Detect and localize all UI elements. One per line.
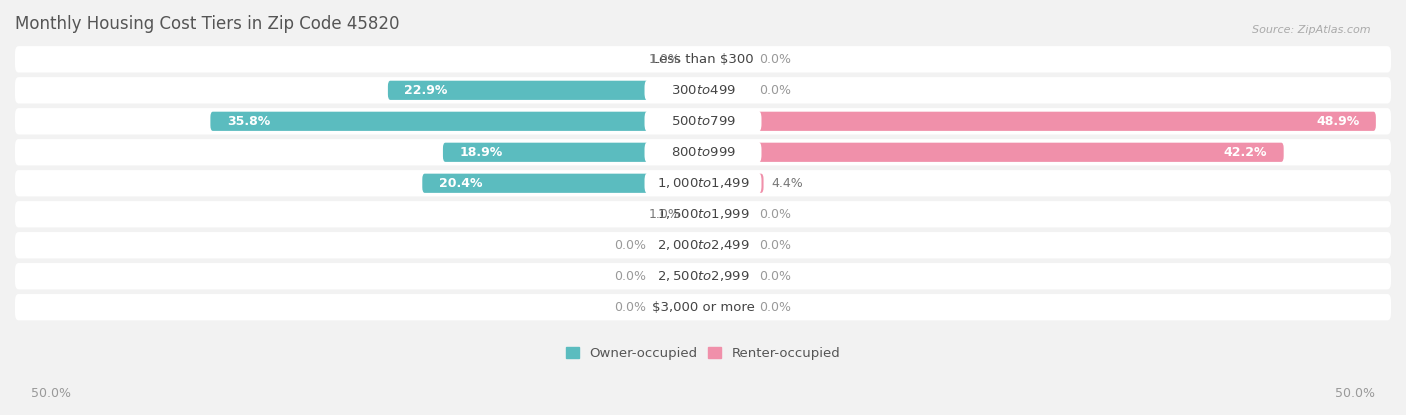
- Text: $1,000 to $1,499: $1,000 to $1,499: [657, 176, 749, 190]
- Text: 42.2%: 42.2%: [1223, 146, 1267, 159]
- Text: 1.0%: 1.0%: [650, 53, 681, 66]
- Text: Source: ZipAtlas.com: Source: ZipAtlas.com: [1253, 25, 1371, 35]
- FancyBboxPatch shape: [703, 173, 763, 193]
- FancyBboxPatch shape: [644, 49, 762, 70]
- FancyBboxPatch shape: [703, 112, 1376, 131]
- Text: $1,500 to $1,999: $1,500 to $1,999: [657, 207, 749, 221]
- Text: $800 to $999: $800 to $999: [671, 146, 735, 159]
- FancyBboxPatch shape: [644, 204, 762, 225]
- FancyBboxPatch shape: [703, 81, 751, 100]
- FancyBboxPatch shape: [15, 263, 1391, 289]
- Text: 0.0%: 0.0%: [759, 239, 792, 252]
- FancyBboxPatch shape: [15, 294, 1391, 320]
- Text: 18.9%: 18.9%: [460, 146, 503, 159]
- Text: 35.8%: 35.8%: [226, 115, 270, 128]
- Text: 4.4%: 4.4%: [772, 177, 804, 190]
- FancyBboxPatch shape: [388, 81, 703, 100]
- FancyBboxPatch shape: [15, 139, 1391, 166]
- FancyBboxPatch shape: [655, 236, 703, 255]
- FancyBboxPatch shape: [644, 235, 762, 256]
- FancyBboxPatch shape: [443, 143, 703, 162]
- Text: $2,000 to $2,499: $2,000 to $2,499: [657, 238, 749, 252]
- Text: 20.4%: 20.4%: [439, 177, 482, 190]
- FancyBboxPatch shape: [703, 143, 1284, 162]
- Text: $2,500 to $2,999: $2,500 to $2,999: [657, 269, 749, 283]
- FancyBboxPatch shape: [644, 297, 762, 318]
- FancyBboxPatch shape: [15, 201, 1391, 227]
- Text: $500 to $799: $500 to $799: [671, 115, 735, 128]
- Text: 0.0%: 0.0%: [614, 239, 647, 252]
- Text: 48.9%: 48.9%: [1316, 115, 1360, 128]
- FancyBboxPatch shape: [655, 266, 703, 286]
- Text: 0.0%: 0.0%: [759, 270, 792, 283]
- Text: 0.0%: 0.0%: [759, 208, 792, 221]
- Text: $3,000 or more: $3,000 or more: [651, 301, 755, 314]
- Legend: Owner-occupied, Renter-occupied: Owner-occupied, Renter-occupied: [560, 342, 846, 366]
- FancyBboxPatch shape: [703, 205, 751, 224]
- FancyBboxPatch shape: [655, 298, 703, 317]
- FancyBboxPatch shape: [644, 80, 762, 101]
- Text: 0.0%: 0.0%: [759, 301, 792, 314]
- FancyBboxPatch shape: [15, 108, 1391, 134]
- FancyBboxPatch shape: [703, 266, 751, 286]
- FancyBboxPatch shape: [15, 46, 1391, 73]
- FancyBboxPatch shape: [703, 298, 751, 317]
- FancyBboxPatch shape: [15, 77, 1391, 103]
- Text: Monthly Housing Cost Tiers in Zip Code 45820: Monthly Housing Cost Tiers in Zip Code 4…: [15, 15, 399, 33]
- Text: Less than $300: Less than $300: [652, 53, 754, 66]
- Text: 0.0%: 0.0%: [614, 270, 647, 283]
- Text: $300 to $499: $300 to $499: [671, 84, 735, 97]
- FancyBboxPatch shape: [689, 50, 703, 69]
- Text: 22.9%: 22.9%: [405, 84, 447, 97]
- FancyBboxPatch shape: [15, 232, 1391, 259]
- FancyBboxPatch shape: [422, 173, 703, 193]
- Text: 50.0%: 50.0%: [31, 388, 70, 400]
- Text: 0.0%: 0.0%: [614, 301, 647, 314]
- Text: 0.0%: 0.0%: [759, 53, 792, 66]
- FancyBboxPatch shape: [644, 142, 762, 163]
- Text: 1.0%: 1.0%: [650, 208, 681, 221]
- FancyBboxPatch shape: [644, 266, 762, 287]
- Text: 50.0%: 50.0%: [1336, 388, 1375, 400]
- FancyBboxPatch shape: [689, 205, 703, 224]
- FancyBboxPatch shape: [211, 112, 703, 131]
- FancyBboxPatch shape: [644, 111, 762, 132]
- FancyBboxPatch shape: [703, 236, 751, 255]
- Text: 0.0%: 0.0%: [759, 84, 792, 97]
- FancyBboxPatch shape: [703, 50, 751, 69]
- FancyBboxPatch shape: [15, 170, 1391, 196]
- FancyBboxPatch shape: [644, 173, 762, 194]
